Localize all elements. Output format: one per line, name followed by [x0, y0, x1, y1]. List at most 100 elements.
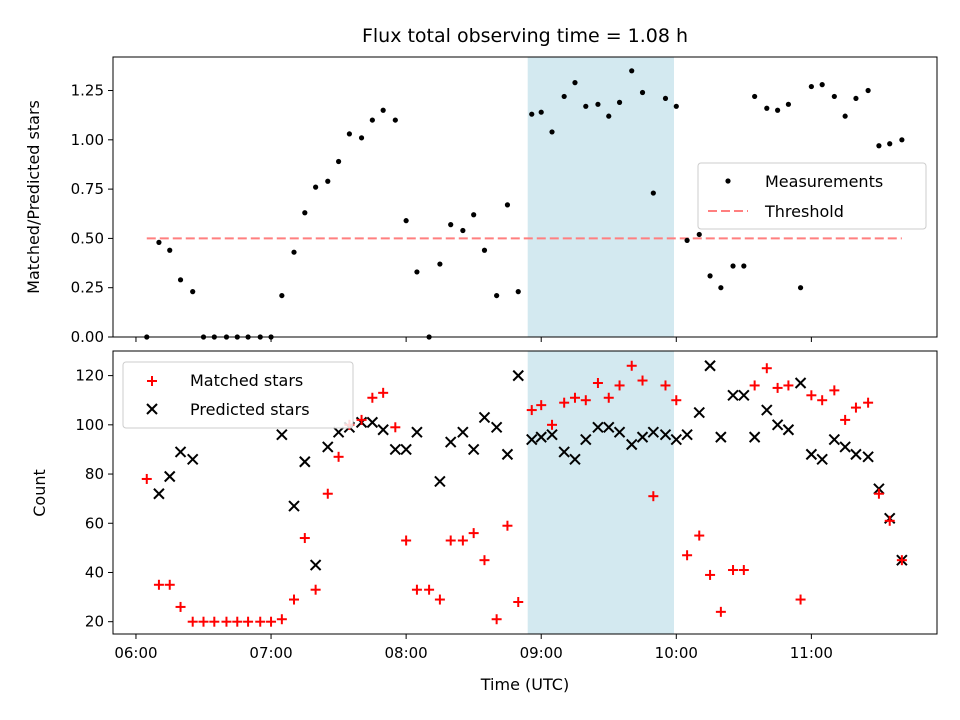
predicted-point — [850, 448, 862, 461]
top-highlight-span — [527, 57, 674, 337]
matched-point — [863, 397, 874, 408]
predicted-points — [153, 360, 908, 571]
predicted-point — [309, 559, 322, 571]
top-y-axis-label: Matched/Predicted stars — [24, 100, 43, 294]
matched-legend-marker — [147, 376, 157, 386]
predicted-point — [546, 428, 558, 441]
bottom-x-tick-label: 11:00 — [790, 644, 833, 662]
measurement-point — [797, 285, 804, 291]
measurement-point — [718, 285, 724, 291]
predicted-point — [828, 433, 841, 446]
predicted-point — [400, 443, 412, 456]
measurement-point — [403, 218, 409, 224]
measurement-point — [504, 202, 511, 208]
measurement-point — [730, 263, 736, 269]
matched-point — [310, 584, 321, 595]
bottom-y-tick-label: 40 — [85, 563, 104, 581]
measurement-point — [629, 68, 635, 74]
top-y-tick-label: 0.25 — [71, 279, 104, 297]
predicted-point — [580, 433, 592, 446]
measurement-point — [291, 249, 297, 255]
chart-title: Flux total observing time = 1.08 h — [362, 25, 688, 47]
matched-point — [614, 380, 625, 391]
top-y-tick-label: 0.00 — [71, 328, 104, 346]
predicted-point — [164, 470, 176, 483]
measurement-point — [572, 80, 578, 86]
bottom-y-ticks: 20 40 60 80 100 120 — [75, 367, 113, 631]
measurement-point — [448, 222, 454, 228]
predicted-point — [613, 426, 626, 438]
measurement-point — [529, 111, 535, 117]
matched-point — [795, 594, 806, 605]
predicted-point — [704, 360, 716, 372]
measurement-point — [887, 141, 893, 147]
matched-point — [694, 530, 705, 541]
top-plot-frame — [112, 56, 938, 338]
matched-point — [378, 387, 389, 398]
measurement-point — [414, 269, 420, 275]
measurement-point — [460, 227, 466, 234]
measurement-point — [831, 93, 837, 100]
bottom-y-tick-label: 20 — [85, 613, 104, 631]
matched-point — [569, 392, 580, 403]
measurement-point — [899, 137, 905, 143]
predicted-point — [626, 438, 638, 451]
predicted-point — [670, 433, 682, 446]
matched-point — [289, 594, 300, 605]
measurement-point — [650, 190, 656, 196]
predicted-point — [467, 443, 480, 456]
matched-point — [547, 419, 558, 430]
measurement-point — [156, 239, 162, 245]
predicted-legend-marker — [146, 403, 158, 415]
measurement-point — [538, 109, 544, 115]
matched-point — [491, 614, 502, 625]
matched-point — [715, 606, 726, 617]
matched-point — [761, 363, 772, 374]
predicted-point — [490, 421, 503, 433]
measurement-point — [515, 289, 521, 295]
bottom-x-tick-label: 07:00 — [249, 644, 292, 662]
matched-point — [682, 550, 693, 561]
measurement-point — [494, 292, 500, 299]
predicted-point — [761, 404, 773, 416]
measurement-point — [764, 105, 770, 111]
measurement-point — [853, 95, 859, 102]
matched-point — [705, 569, 716, 580]
predicted-point — [862, 451, 874, 463]
matched-point — [850, 402, 861, 413]
matched-point — [221, 616, 232, 627]
predicted-point — [153, 488, 165, 500]
bottom-highlight-span — [527, 351, 674, 634]
measurement-point — [606, 113, 612, 119]
matched-point — [536, 400, 547, 411]
predicted-point — [738, 389, 750, 402]
predicted-point — [332, 426, 345, 438]
predicted-point — [501, 448, 514, 461]
matched-point — [457, 535, 468, 546]
matched-point — [434, 594, 445, 605]
bottom-legend-box — [122, 361, 354, 429]
predicted-point — [174, 446, 187, 458]
top-y-ticks: 0.00 0.25 0.50 0.75 1.00 1.25 — [71, 82, 113, 346]
predicted-point — [592, 421, 604, 433]
predicted-point — [647, 426, 660, 438]
matched-point — [626, 360, 637, 371]
matched-point — [232, 616, 243, 627]
matched-point — [401, 535, 412, 546]
measurement-point — [876, 143, 882, 149]
matched-legend-label: Matched stars — [190, 371, 303, 390]
matched-point — [153, 579, 164, 590]
predicted-point — [805, 448, 818, 461]
threshold-legend-label: Threshold — [764, 202, 844, 221]
matched-point — [367, 392, 378, 403]
measurement-point — [549, 129, 555, 135]
predicted-point — [748, 431, 761, 443]
matched-point — [817, 395, 828, 406]
top-legend-box — [697, 162, 927, 230]
measurement-point — [819, 82, 825, 88]
bottom-x-ticks: 06:00 07:00 08:00 09:00 10:00 11:00 — [114, 634, 833, 662]
matched-point — [424, 584, 435, 595]
matched-point — [333, 451, 344, 462]
matched-point — [637, 375, 648, 386]
